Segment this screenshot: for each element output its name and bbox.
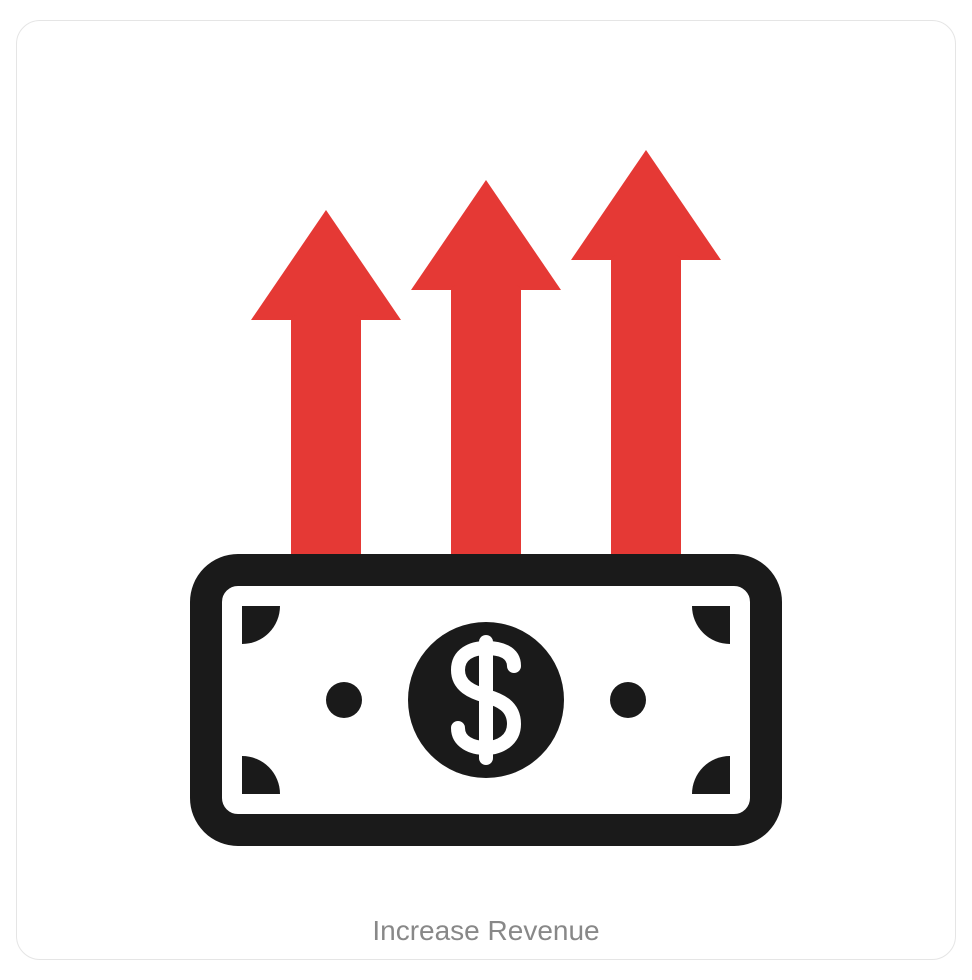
increase-revenue-icon — [126, 21, 846, 959]
arrow-3 — [571, 150, 721, 560]
arrow-2 — [411, 180, 561, 560]
icon-caption: Increase Revenue — [372, 915, 599, 947]
arrow-1 — [251, 210, 401, 560]
arrows-group — [251, 150, 721, 560]
icon-card: Increase Revenue — [16, 20, 956, 960]
dollar-bill — [206, 570, 766, 830]
